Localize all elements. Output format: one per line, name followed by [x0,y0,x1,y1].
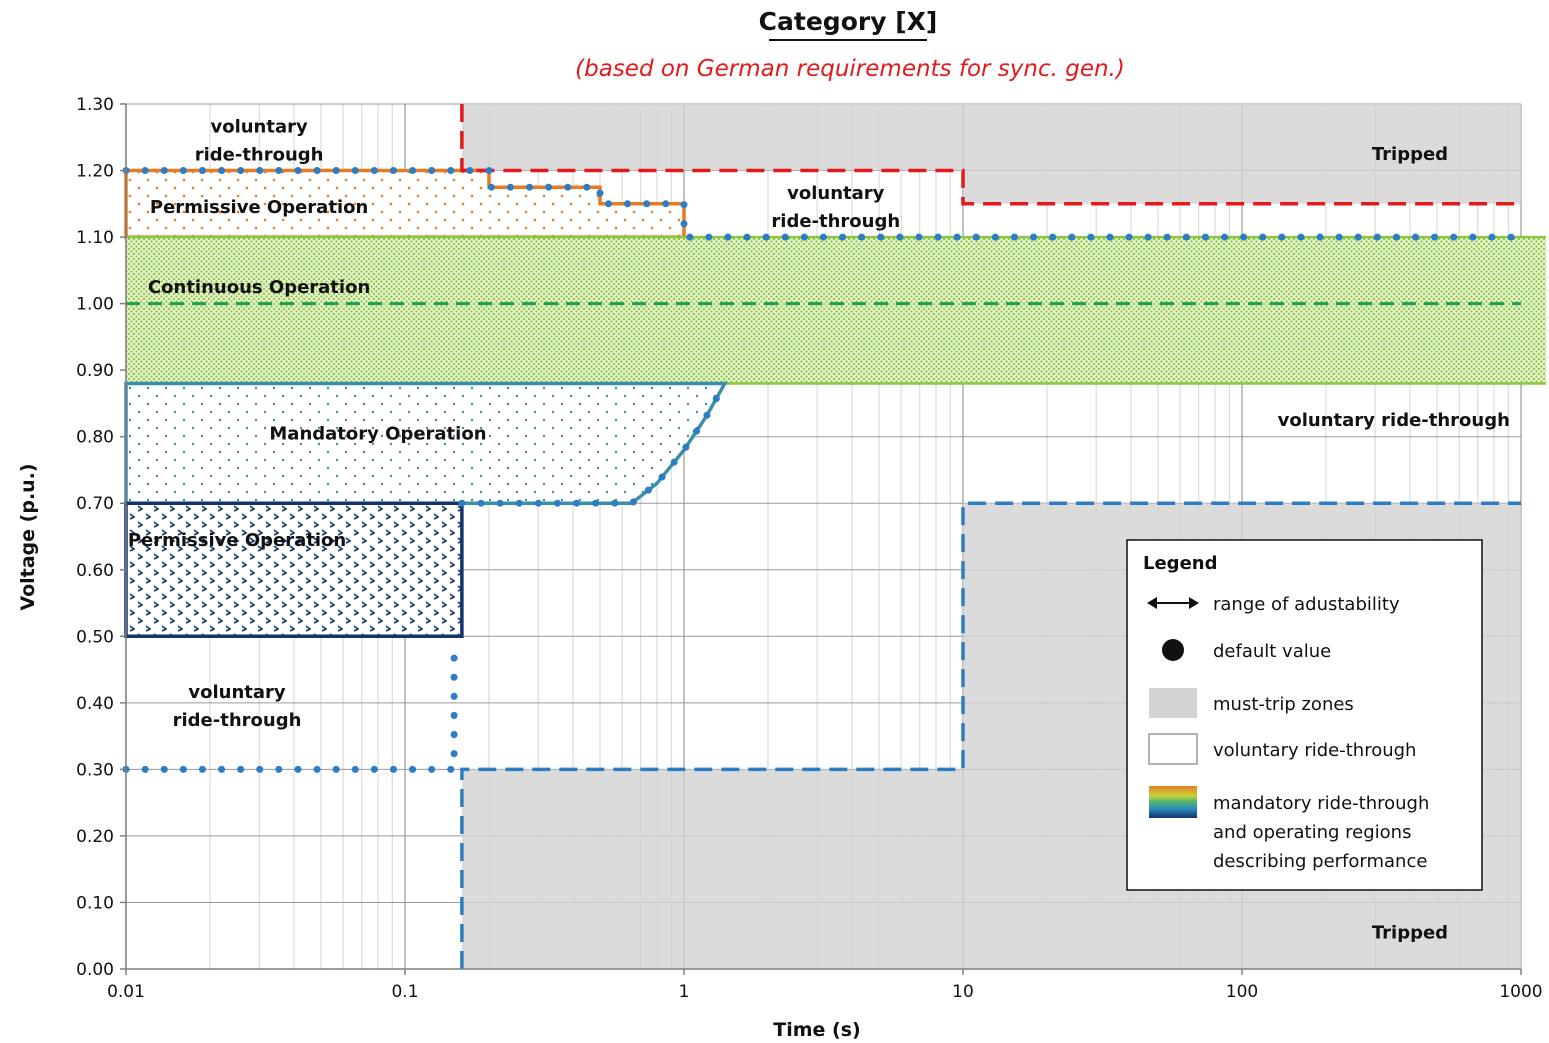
annotation-label: voluntary ride-through [1278,410,1510,431]
default-value-dotted-line [122,646,458,773]
legend-entry-label: describing performance [1213,851,1427,872]
y-tick-label: 1.00 [76,295,114,315]
legend-entry-label: default value [1213,641,1331,662]
y-tick-label: 0.90 [76,361,114,381]
white-box-icon [1148,733,1198,765]
region-label: Permissive Operation [150,197,368,218]
chart-subtitle: (based on German requirements for sync. … [575,56,1125,82]
region-continuous-operation [126,237,1546,384]
region-permissive-low [124,501,464,639]
arrow-head-left-icon [1147,597,1157,609]
annotation-label: voluntary [210,117,308,138]
legend-entry-label: range of adustability [1213,594,1400,615]
x-tick-label: 1 [679,982,690,1002]
annotation-label: ride-through [771,211,900,232]
x-tick-label: 0.1 [391,982,418,1002]
legend-entry-label: mandatory ride-through [1213,793,1429,814]
y-tick-label: 0.40 [76,694,114,714]
operation-regions [124,168,1546,639]
annotation-label: voluntary [787,183,885,204]
must-trip-zone [461,104,1521,204]
legend-title: Legend [1143,553,1217,574]
y-tick-label: 0.80 [76,428,114,448]
annotation-label: ride-through [195,145,324,166]
legend-entry-label: and operating regions [1213,822,1411,843]
gray-box-icon [1149,688,1197,718]
annotation-label: Tripped [1372,144,1448,165]
y-axis-label: Voltage (p.u.) [17,463,39,610]
axes: 0.00 0.10 0.20 0.30 0.40 0.50 0.60 0.70 0.80 0.90… [76,95,1542,1002]
legend: Legend range of adustability default value… [1126,539,1483,891]
y-tick-label: 0.50 [76,627,114,647]
y-tick-label: 0.20 [76,827,114,847]
x-axis-label: Time (s) [773,1019,860,1041]
y-tick-label: 0.00 [76,960,114,980]
region-label: Mandatory Operation [269,423,486,444]
region-label: Continuous Operation [148,277,370,298]
y-tick-label: 0.30 [76,760,114,780]
annotation-label: ride-through [173,710,302,731]
legend-entry-label: voluntary ride-through [1213,740,1416,761]
x-tick-label: 1000 [1499,982,1542,1002]
boundary-lines [122,104,1525,969]
x-tick-label: 0.01 [107,982,145,1002]
default-value-dotted-line [122,167,1525,241]
legend-entry-label: must-trip zones [1213,694,1354,715]
y-tick-label: 1.20 [76,162,114,182]
arrow-head-right-icon [1189,597,1199,609]
region-labels: Permissive Operation Continuous Operation… [128,117,1510,944]
y-tick-label: 0.70 [76,494,114,514]
annotation-label: voluntary [188,682,286,703]
gradient-box-icon [1149,786,1197,818]
y-tick-label: 1.10 [76,228,114,248]
annotation-label: Tripped [1372,922,1448,943]
dot-icon [1162,639,1184,661]
y-tick-label: 1.30 [76,95,114,115]
region-label: Permissive Operation [128,530,346,551]
y-tick-label: 0.10 [76,893,114,913]
x-tick-label: 100 [1226,982,1258,1002]
y-tick-label: 0.60 [76,561,114,581]
x-tick-label: 10 [952,982,974,1002]
chart-title: Category [X] [759,7,938,36]
high-voltage-trip-line [460,104,1521,206]
